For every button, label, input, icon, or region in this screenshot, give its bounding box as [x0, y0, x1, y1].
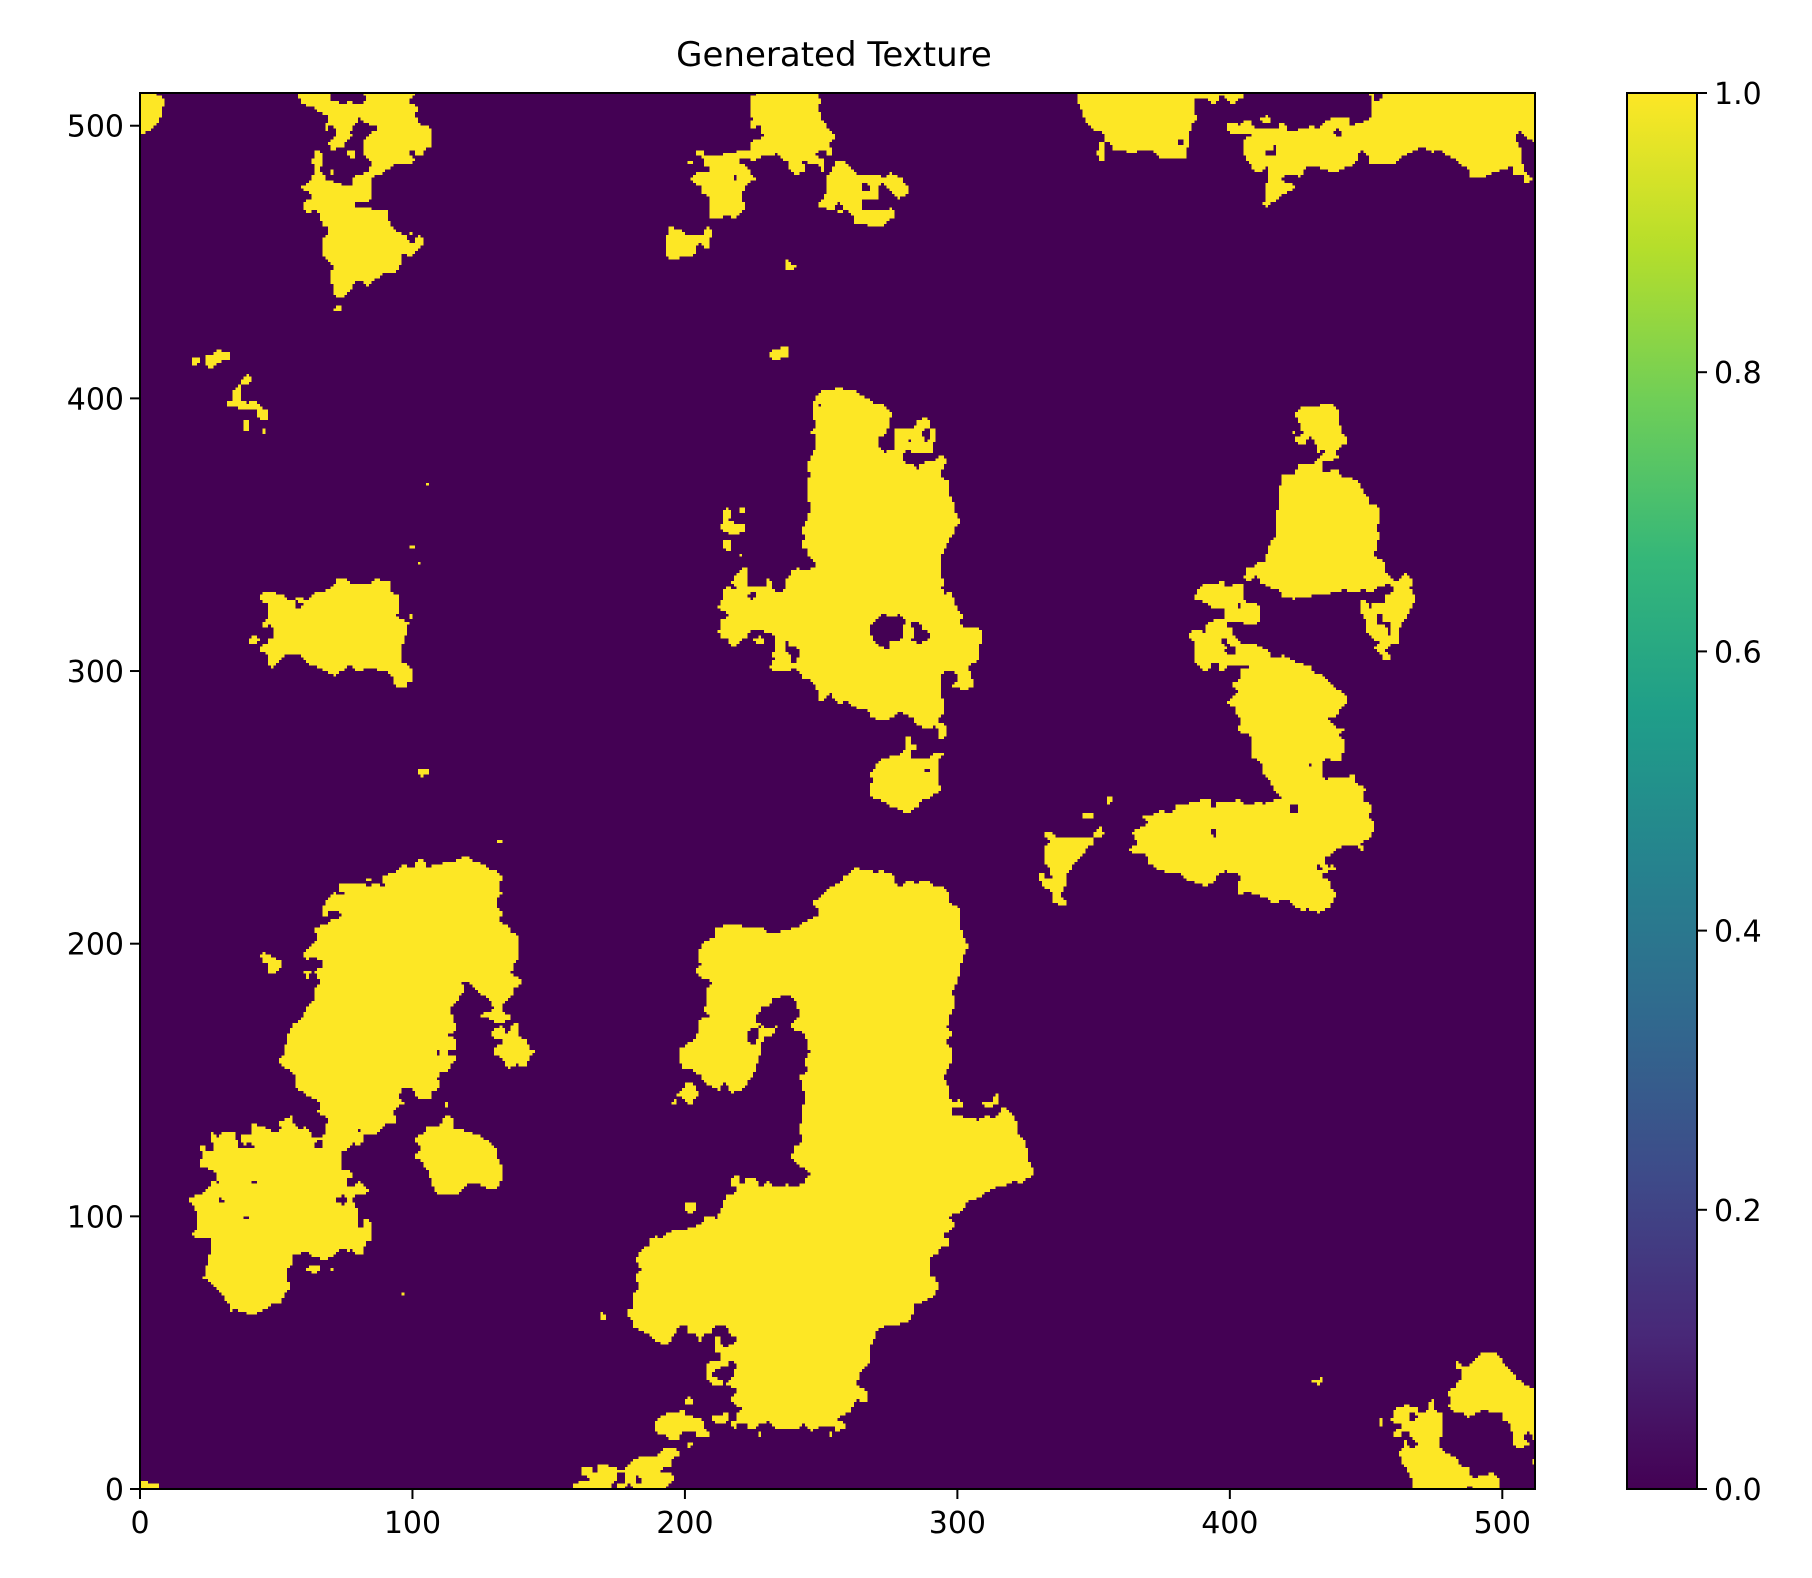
plot-frame [139, 92, 1536, 1490]
colorbar-ticks: 0.0 0.2 0.4 0.6 0.8 1.0 [1697, 77, 1762, 1508]
y-tick-label: 300 [67, 655, 124, 690]
colorbar-gradient [1626, 92, 1698, 1490]
colorbar-tick-label: 0.0 [1714, 1473, 1762, 1508]
x-tick-label: 500 [1474, 1506, 1531, 1541]
chart-title: Generated Texture [676, 35, 992, 75]
x-tick-label: 300 [929, 1506, 986, 1541]
colorbar-tick-label: 0.6 [1714, 635, 1762, 670]
x-tick-label: 0 [130, 1506, 149, 1541]
y-tick-label: 200 [67, 928, 124, 963]
heatmap-plot-area [139, 92, 1536, 1490]
colorbar-tick-label: 0.4 [1714, 915, 1762, 950]
x-tick-label: 200 [656, 1506, 713, 1541]
y-tick-label: 100 [67, 1200, 124, 1235]
colorbar-tick-label: 0.2 [1714, 1194, 1762, 1229]
y-tick-label: 400 [67, 382, 124, 417]
x-tick-label: 400 [1201, 1506, 1258, 1541]
y-tick-label: 0 [105, 1473, 124, 1508]
x-tick-label: 100 [384, 1506, 441, 1541]
colorbar-tick-label: 0.8 [1714, 356, 1762, 391]
y-axis: 0 100 200 300 400 500 [67, 110, 140, 1508]
heatmap-image [140, 93, 1535, 1489]
y-tick-label: 500 [67, 110, 124, 145]
x-axis: 0 100 200 300 400 500 [130, 1489, 1531, 1541]
colorbar: 0.0 0.2 0.4 0.6 0.8 1.0 [1626, 77, 1762, 1508]
colorbar-tick-label: 1.0 [1714, 77, 1762, 112]
